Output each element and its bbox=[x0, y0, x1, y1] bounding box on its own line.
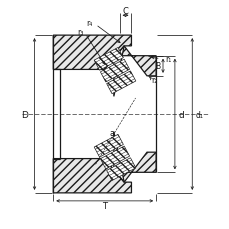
Text: r₄: r₄ bbox=[86, 19, 93, 27]
Polygon shape bbox=[94, 135, 123, 157]
Polygon shape bbox=[113, 132, 155, 182]
Text: a: a bbox=[109, 129, 114, 138]
Polygon shape bbox=[113, 47, 155, 97]
Polygon shape bbox=[53, 36, 131, 70]
Polygon shape bbox=[106, 72, 135, 94]
Text: r₃: r₃ bbox=[76, 27, 83, 36]
Text: D: D bbox=[21, 110, 28, 119]
Text: C: C bbox=[122, 7, 128, 16]
Polygon shape bbox=[100, 146, 129, 169]
Text: B: B bbox=[155, 62, 160, 71]
Text: r₂: r₂ bbox=[150, 75, 157, 84]
Text: r₁: r₁ bbox=[165, 55, 171, 64]
Polygon shape bbox=[94, 48, 123, 71]
Polygon shape bbox=[106, 158, 135, 181]
Text: d₁: d₁ bbox=[195, 110, 203, 119]
Polygon shape bbox=[53, 159, 131, 193]
Text: T: T bbox=[102, 201, 107, 210]
Polygon shape bbox=[100, 60, 129, 83]
Text: d: d bbox=[178, 110, 184, 119]
